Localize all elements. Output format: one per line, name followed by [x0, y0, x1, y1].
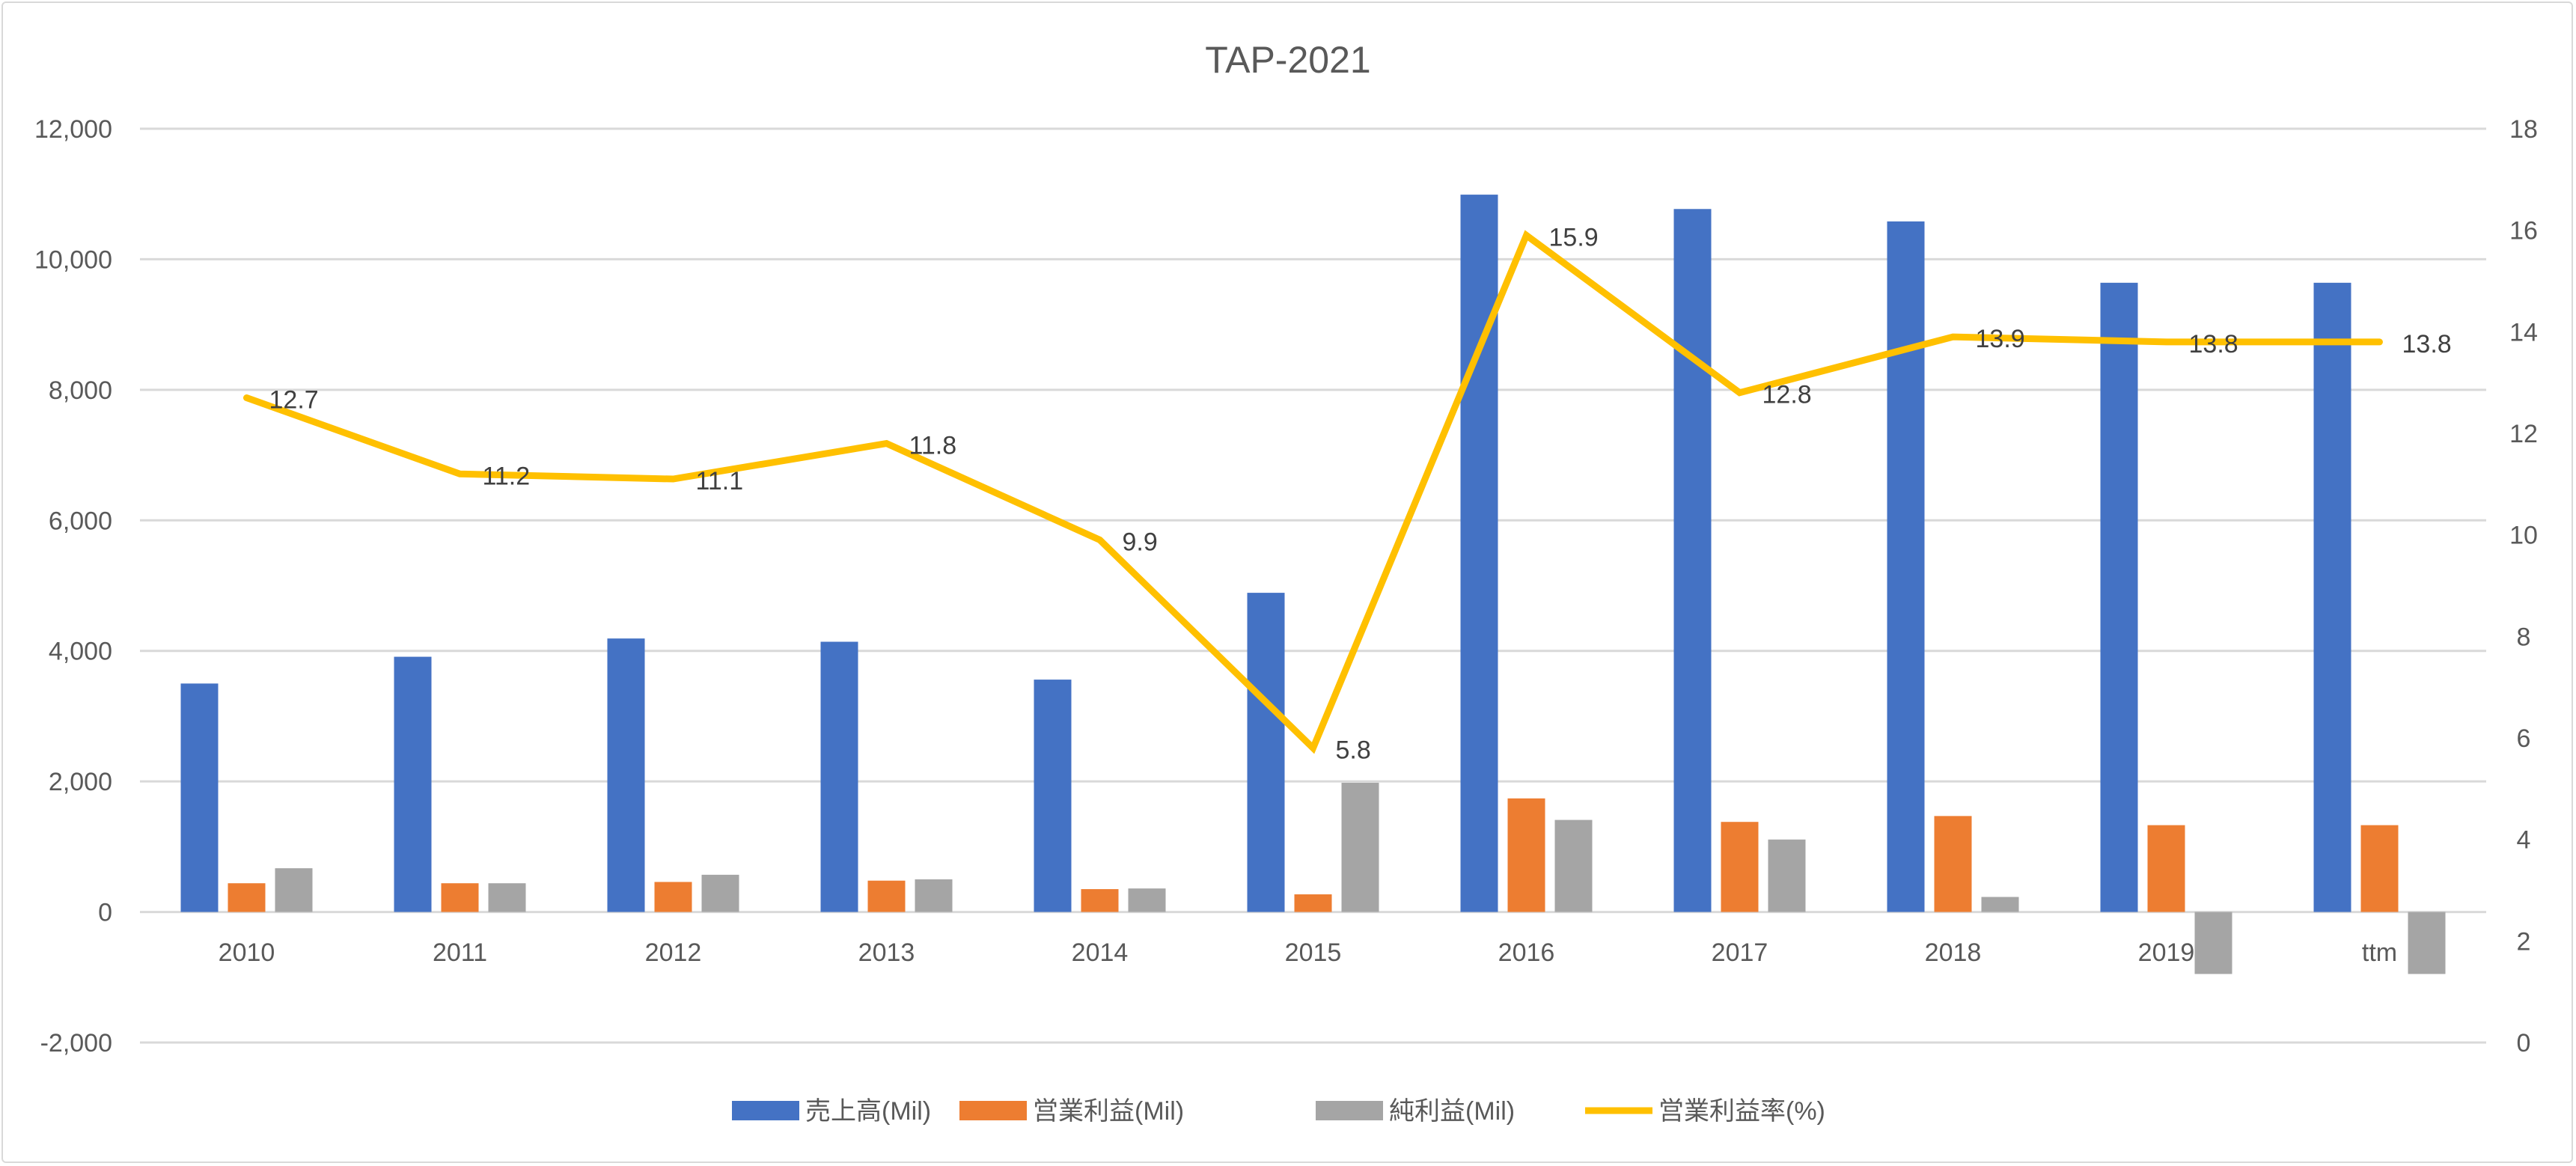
y-left-tick-label: 6,000 — [49, 507, 112, 535]
bar-2 — [275, 868, 313, 912]
y-right-tick-label: 10 — [2509, 522, 2538, 550]
bar-0 — [1887, 221, 1925, 912]
data-label: 12.8 — [1762, 381, 1812, 409]
y-right-tick-label: 4 — [2517, 826, 2531, 855]
bar-1 — [2147, 825, 2185, 912]
legend-swatch — [732, 1101, 799, 1120]
x-tick-label: 2016 — [1498, 938, 1555, 967]
bar-2 — [1128, 888, 1166, 912]
y-left-tick-label: 10,000 — [34, 245, 112, 274]
legend-label: 売上高(Mil) — [805, 1097, 931, 1126]
x-tick-label: 2013 — [858, 938, 915, 967]
bar-2 — [2408, 912, 2446, 974]
bar-2 — [2194, 912, 2232, 974]
bar-1 — [228, 883, 266, 912]
bar-2 — [1554, 819, 1593, 912]
y-left-tick-label: 0 — [98, 899, 112, 927]
y-left-tick-label: 4,000 — [49, 638, 112, 666]
legend-label: 純利益(Mil) — [1389, 1097, 1515, 1126]
x-tick-label: 2014 — [1072, 938, 1129, 967]
data-label: 13.8 — [2189, 330, 2238, 358]
y-right-tick-label: 12 — [2509, 420, 2538, 448]
data-label: 9.9 — [1123, 528, 1158, 556]
bar-0 — [607, 638, 645, 912]
bar-1 — [1294, 894, 1332, 912]
line-series: 12.7 11.2 11.1 11.8 9.9 5.8 15.9 12.8 13.9 13.8 13… — [243, 223, 2452, 765]
bar-0 — [394, 656, 432, 912]
x-tick-label: 2010 — [219, 938, 275, 967]
data-label: 13.8 — [2402, 330, 2452, 358]
bar-1 — [441, 883, 479, 912]
data-label: 5.8 — [1336, 736, 1371, 765]
data-label: 13.9 — [1976, 325, 2025, 353]
bar-1 — [867, 880, 906, 912]
bar-0 — [1247, 593, 1285, 912]
bar-0 — [1034, 680, 1072, 912]
bar-2 — [488, 883, 526, 912]
bar-0 — [2313, 282, 2351, 912]
y-left-tick-label: -2,000 — [40, 1029, 112, 1057]
legend-swatch — [959, 1101, 1027, 1120]
bar-2 — [1981, 897, 2019, 912]
bar-0 — [180, 683, 219, 912]
bar-1 — [1721, 822, 1759, 912]
x-tick-label: ttm — [2362, 938, 2397, 967]
bar-1 — [1081, 889, 1119, 912]
y-right-tick-label: 8 — [2517, 623, 2531, 651]
y-right-tick-label: 16 — [2509, 217, 2538, 245]
bar-1 — [1507, 798, 1545, 912]
bar-0 — [2100, 282, 2138, 912]
legend-label: 営業利益(Mil) — [1033, 1097, 1184, 1126]
axes: -2,000 0 2,000 4,000 6,000 8,000 10,000 12,000 0… — [34, 115, 2538, 1057]
x-tick-label: 2019 — [2138, 938, 2195, 967]
data-label: 12.7 — [269, 386, 319, 415]
bar-2 — [915, 879, 953, 912]
legend: 売上高(Mil) 営業利益(Mil) 純利益(Mil) 営業利益率(%) — [732, 1097, 1825, 1126]
x-tick-label: 2018 — [1925, 938, 1982, 967]
y-right-tick-label: 2 — [2517, 927, 2531, 956]
y-right-tick-label: 0 — [2517, 1029, 2531, 1057]
chart-title: TAP-2021 — [1205, 39, 1370, 81]
data-label: 11.8 — [909, 432, 957, 460]
y-right-tick-label: 14 — [2509, 318, 2538, 347]
line-path — [243, 230, 2383, 754]
bar-2 — [701, 874, 739, 912]
bar-0 — [1460, 195, 1498, 912]
y-left-tick-label: 12,000 — [34, 115, 112, 144]
y-left-tick-label: 8,000 — [49, 376, 112, 405]
y-right-tick-label: 6 — [2517, 724, 2531, 753]
x-tick-label: 2012 — [645, 938, 702, 967]
x-tick-label: 2011 — [433, 938, 487, 967]
data-label: 11.1 — [696, 467, 744, 495]
bar-1 — [654, 882, 692, 912]
bar-1 — [2360, 825, 2399, 912]
x-tick-label: 2015 — [1285, 938, 1342, 967]
legend-swatch — [1316, 1101, 1383, 1120]
bar-2 — [1768, 839, 1806, 912]
bar-1 — [1934, 816, 1972, 912]
bar-0 — [1673, 209, 1712, 912]
bar-0 — [820, 641, 858, 912]
y-right-tick-label: 18 — [2509, 115, 2538, 144]
x-tick-label: 2017 — [1712, 938, 1768, 967]
data-label: 15.9 — [1549, 223, 1599, 251]
data-label: 11.2 — [483, 462, 531, 490]
gridlines — [140, 127, 2486, 1044]
legend-label: 営業利益率(%) — [1658, 1097, 1825, 1126]
bar-2 — [1341, 782, 1379, 912]
y-left-tick-label: 2,000 — [49, 768, 112, 796]
bars — [180, 195, 2446, 974]
